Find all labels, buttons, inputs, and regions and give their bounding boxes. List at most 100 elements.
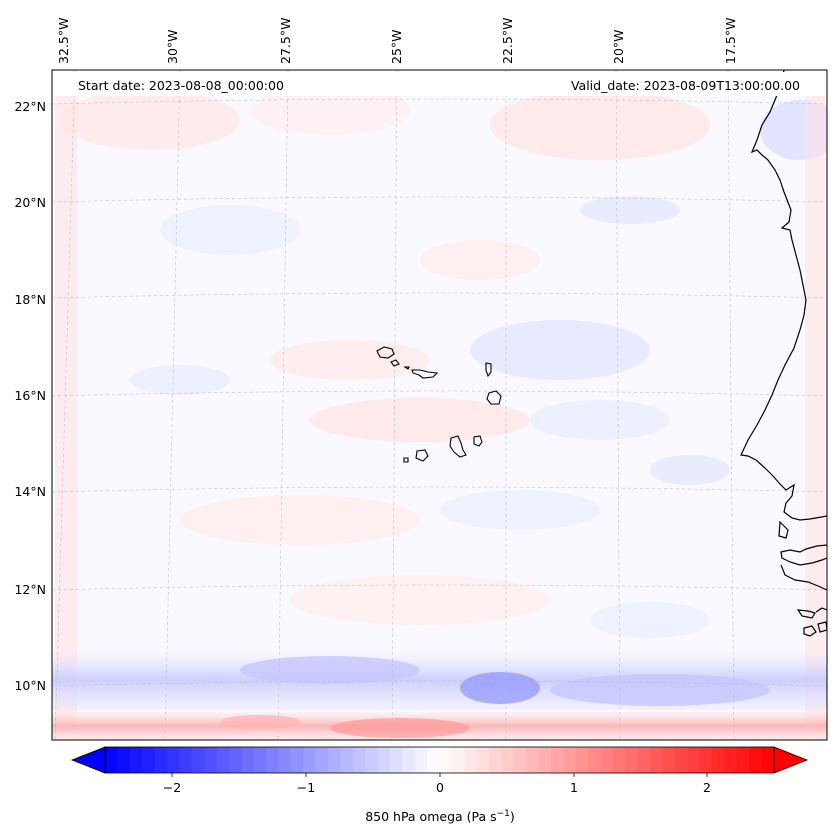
lon-label-25w: 25°W bbox=[389, 29, 404, 64]
colorbar-step bbox=[687, 747, 701, 773]
colorbar-step bbox=[414, 747, 428, 773]
colorbar-step bbox=[328, 747, 341, 773]
colorbar-step bbox=[105, 747, 118, 773]
lon-label-20w: 20°W bbox=[611, 29, 626, 64]
colorbar-tick-minus2: −2 bbox=[163, 780, 181, 795]
colorbar-step bbox=[253, 747, 267, 773]
lon-label-22-5w: 22.5°W bbox=[500, 18, 515, 64]
colorbar-step bbox=[154, 747, 168, 773]
colorbar-step bbox=[526, 747, 540, 773]
colorbar-step bbox=[538, 747, 552, 773]
colorbar-step bbox=[377, 747, 391, 773]
colorbar-step bbox=[476, 747, 490, 773]
colorbar-step bbox=[588, 747, 602, 773]
colorbar-step bbox=[204, 747, 217, 773]
colorbar-step bbox=[712, 747, 725, 773]
colorbar-step bbox=[736, 747, 750, 773]
latitude-labels: 22°N 20°N 18°N 16°N 14°N 12°N 10°N bbox=[14, 99, 46, 693]
island-sao-vicente bbox=[390, 359, 400, 367]
island-boa-vista bbox=[486, 390, 502, 405]
colorbar-frame bbox=[104, 746, 775, 774]
colorbar-step bbox=[464, 747, 478, 773]
colorbar-max-extension bbox=[773, 746, 809, 774]
colorbar-step bbox=[489, 747, 502, 773]
valid-date-label: Valid_date: 2023-08-09T13:00:00.00 bbox=[571, 78, 800, 93]
graticule bbox=[52, 70, 827, 740]
island-santiago bbox=[449, 435, 467, 458]
colorbar-step bbox=[612, 747, 626, 773]
lat-label-18n: 18°N bbox=[14, 292, 46, 307]
colorbar-step bbox=[761, 747, 775, 773]
colorbar-step bbox=[389, 747, 403, 773]
island-brava bbox=[403, 457, 409, 463]
colorbar: −2 −1 0 1 2 850 hPa omega (Pa s−1) bbox=[70, 746, 809, 824]
colorbar-step bbox=[749, 747, 763, 773]
colorbar-step bbox=[142, 747, 156, 773]
island-maio bbox=[473, 435, 483, 447]
colorbar-step bbox=[551, 747, 564, 773]
colorbar-step bbox=[575, 747, 589, 773]
colorbar-step bbox=[451, 747, 465, 773]
colorbar-step bbox=[699, 747, 713, 773]
island-santo-antao bbox=[376, 346, 395, 359]
colorbar-step bbox=[365, 747, 379, 773]
colorbar-tick-minus1: −1 bbox=[297, 780, 315, 795]
colorbar-step bbox=[241, 747, 255, 773]
colorbar-step bbox=[303, 747, 317, 773]
colorbar-step bbox=[625, 747, 639, 773]
colorbar-step bbox=[166, 747, 180, 773]
cabo-verde-islands bbox=[376, 346, 502, 463]
colorbar-step bbox=[228, 747, 242, 773]
colorbar-step bbox=[439, 747, 453, 773]
colorbar-min-extension bbox=[70, 746, 106, 774]
colorbar-step bbox=[179, 747, 193, 773]
colorbar-step bbox=[427, 747, 440, 773]
colorbar-tick-1: 1 bbox=[570, 780, 578, 795]
longitude-labels: 32.5°W 30°W 27.5°W 25°W 22.5°W 20°W 17.5… bbox=[56, 18, 738, 64]
header-strip bbox=[52, 72, 825, 96]
lat-label-10n: 10°N bbox=[14, 678, 46, 693]
lon-label-30w: 30°W bbox=[165, 29, 180, 64]
colorbar-step bbox=[278, 747, 292, 773]
west-africa-coastline bbox=[740, 70, 827, 637]
colorbar-step bbox=[563, 747, 577, 773]
colorbar-title: 850 hPa omega (Pa s−1) bbox=[365, 809, 515, 824]
colorbar-tick-0: 0 bbox=[436, 780, 444, 795]
colorbar-step bbox=[129, 747, 143, 773]
colorbar-tick-2: 2 bbox=[703, 780, 711, 795]
colorbar-step bbox=[501, 747, 515, 773]
lon-label-17-5w: 17.5°W bbox=[723, 18, 738, 64]
colorbar-step bbox=[402, 747, 416, 773]
colorbar-step bbox=[637, 747, 651, 773]
colorbar-step bbox=[650, 747, 663, 773]
map-frame bbox=[51, 69, 828, 741]
lon-label-32-5w: 32.5°W bbox=[56, 18, 71, 64]
colorbar-step bbox=[513, 747, 527, 773]
island-sao-nicolau bbox=[411, 369, 439, 379]
colorbar-step bbox=[315, 747, 329, 773]
lat-label-20n: 20°N bbox=[14, 195, 46, 210]
lat-label-12n: 12°N bbox=[14, 582, 46, 597]
colorbar-step bbox=[117, 747, 131, 773]
colorbar-step bbox=[290, 747, 304, 773]
colorbar-step bbox=[191, 747, 205, 773]
omega-field-shading bbox=[52, 80, 827, 740]
lat-label-22n: 22°N bbox=[14, 99, 46, 114]
colorbar-step bbox=[674, 747, 688, 773]
colorbar-step bbox=[724, 747, 738, 773]
map-panel bbox=[52, 70, 827, 740]
colorbar-step bbox=[352, 747, 366, 773]
start-date-label: Start date: 2023-08-08_00:00:00 bbox=[78, 78, 284, 93]
lon-label-27-5w: 27.5°W bbox=[278, 18, 293, 64]
lat-label-16n: 16°N bbox=[14, 388, 46, 403]
colorbar-step bbox=[662, 747, 676, 773]
island-sal bbox=[485, 362, 492, 378]
colorbar-step bbox=[216, 747, 230, 773]
colorbar-step bbox=[600, 747, 614, 773]
colorbar-steps bbox=[105, 747, 775, 773]
colorbar-step bbox=[266, 747, 279, 773]
island-santa-luzia bbox=[403, 366, 410, 370]
colorbar-step bbox=[340, 747, 354, 773]
island-fogo bbox=[415, 449, 429, 462]
